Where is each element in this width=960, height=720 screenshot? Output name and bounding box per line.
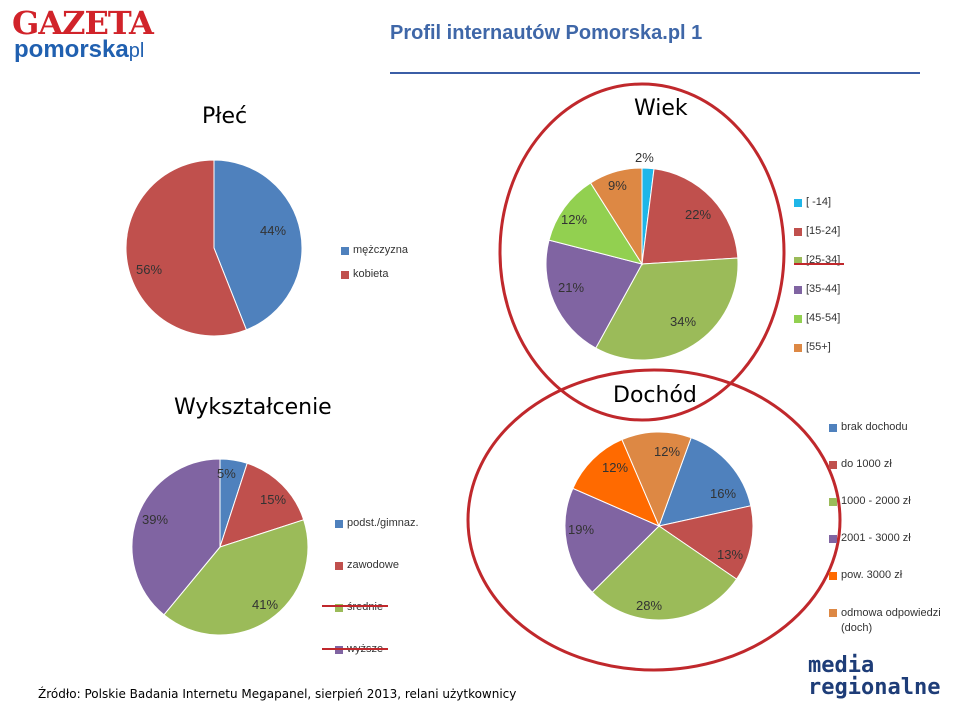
pie-slice-odmowa-odpowiedzi-doch xyxy=(621,431,692,528)
legend-label-35-44: [35-44] xyxy=(806,283,841,295)
legend-swatch-14 xyxy=(794,199,802,207)
annotation-circle-income xyxy=(466,368,842,672)
slice-label-m-czyzna: 44% xyxy=(260,223,287,238)
pie-slice-55 xyxy=(589,167,643,266)
pie-slice-35-44 xyxy=(545,239,643,349)
gazeta-pomorska-logo: GAZETA pomorskapl xyxy=(12,6,172,64)
slice-label-45-54: 12% xyxy=(561,212,588,227)
legend-swatch-15-24 xyxy=(794,228,802,236)
legend-label-15-24: [15-24] xyxy=(806,225,841,237)
logo-media-line-2: regionalne xyxy=(808,675,941,700)
legend-swatch-25-34 xyxy=(794,257,802,265)
legend-label-55: [55+] xyxy=(806,341,831,353)
legend-label-rednie: średnie xyxy=(347,601,384,613)
slice-label-14: 2% xyxy=(635,150,654,165)
logo-pl-text: pl xyxy=(128,40,145,62)
annotation-underline-wyzsze xyxy=(322,648,388,650)
legend-swatch-1000-2000-z xyxy=(829,498,837,506)
pie-slice-1000-2000-z xyxy=(591,525,738,621)
chart-title-gender: Płeć xyxy=(202,104,248,129)
page-title: Profil internautów Pomorska.pl 1 xyxy=(390,22,703,44)
pie-slice-brak-dochodu xyxy=(658,437,752,527)
legend-label-odmowa-odpowiedzi-doch: odmowa odpowiedzi (doch) xyxy=(841,607,941,634)
pie-slice-15-24 xyxy=(641,168,739,265)
annotation-underline-25-34 xyxy=(794,263,844,265)
pie-slice-zawodowe xyxy=(219,462,305,548)
slice-label-2001-3000-z: 19% xyxy=(568,522,595,537)
pie-slice-pow-3000-z xyxy=(572,438,660,527)
pie-income xyxy=(564,431,754,621)
legend-swatch-m-czyzna xyxy=(341,247,349,255)
legend-label-zawodowe: zawodowe xyxy=(347,559,399,571)
legend-swatch-kobieta xyxy=(341,271,349,279)
slice-label-zawodowe: 15% xyxy=(260,492,287,507)
media-regionalne-logo: media regionalne xyxy=(808,653,941,703)
legend-swatch-rednie xyxy=(335,604,343,612)
title-rule xyxy=(390,72,920,74)
annotation-underline-srednie xyxy=(322,605,388,607)
slice-label-wy-sze: 39% xyxy=(142,512,169,527)
slice-label-1000-2000-z: 28% xyxy=(636,598,663,613)
legend-swatch-35-44 xyxy=(794,286,802,294)
pie-gender xyxy=(125,159,303,337)
legend-label-45-54: [45-54] xyxy=(806,312,841,324)
logo-media-line-1: media xyxy=(808,653,875,678)
legend-swatch-brak-dochodu xyxy=(829,424,837,432)
logo-pomorska-word: pomorska xyxy=(14,36,129,63)
legend-label-pow-3000-z: pow. 3000 zł xyxy=(841,569,903,581)
legend-label-14: [ -14] xyxy=(806,196,832,208)
legend-swatch-2001-3000-z xyxy=(829,535,837,543)
chart-title-education: Wykształcenie xyxy=(174,395,332,420)
slice-label-rednie: 41% xyxy=(252,597,279,612)
slice-label-55: 9% xyxy=(608,178,627,193)
pie-slice-rednie xyxy=(163,519,309,636)
slice-label-kobieta: 56% xyxy=(136,262,163,277)
legend-label-do-1000-z: do 1000 zł xyxy=(841,458,892,470)
legend-swatch-podst-gimnaz xyxy=(335,520,343,528)
legend-swatch-do-1000-z xyxy=(829,461,837,469)
pie-slice-2001-3000-z xyxy=(564,487,660,593)
chart-title-income: Dochód xyxy=(613,383,697,408)
slice-label-odmowa-odpowiedzi-doch: 12% xyxy=(654,444,681,459)
slice-label-25-34: 34% xyxy=(670,314,697,329)
logo-gazeta-text: GAZETA xyxy=(12,4,154,42)
logo-pomorska-text: pomorskapl xyxy=(14,38,144,63)
pie-age xyxy=(545,167,739,361)
legend-label-brak-dochodu: brak dochodu xyxy=(841,421,908,433)
legend-swatch-55 xyxy=(794,344,802,352)
slice-label-35-44: 21% xyxy=(558,280,585,295)
pie-slice-kobieta xyxy=(125,159,248,337)
annotation-circle-age xyxy=(498,82,786,422)
pie-slice-45-54 xyxy=(548,182,644,265)
pie-slice-wy-sze xyxy=(131,458,221,616)
pie-slice-do-1000-z xyxy=(657,505,754,580)
legend-swatch-45-54 xyxy=(794,315,802,323)
legend-label-2001-3000-z: 2001 - 3000 zł xyxy=(841,532,911,544)
slice-label-pow-3000-z: 12% xyxy=(602,460,629,475)
slice-label-do-1000-z: 13% xyxy=(717,547,744,562)
slice-label-podst-gimnaz: 5% xyxy=(217,466,236,481)
slice-label-15-24: 22% xyxy=(685,207,712,222)
legend-swatch-wy-sze xyxy=(335,646,343,654)
legend-label-1000-2000-z: 1000 - 2000 zł xyxy=(841,495,911,507)
pie-slice-m-czyzna xyxy=(213,159,303,331)
legend-label-kobieta: kobieta xyxy=(353,268,389,280)
legend-swatch-odmowa-odpowiedzi-doch xyxy=(829,609,837,617)
source-note: Źródło: Polskie Badania Internetu Megapa… xyxy=(38,687,517,701)
legend-swatch-zawodowe xyxy=(335,562,343,570)
legend-swatch-pow-3000-z xyxy=(829,572,837,580)
slice-label-brak-dochodu: 16% xyxy=(710,486,737,501)
legend-label-podst-gimnaz: podst./gimnaz. xyxy=(347,517,419,529)
pie-education xyxy=(131,458,309,636)
legend-label-m-czyzna: mężczyzna xyxy=(353,244,409,256)
chart-title-age: Wiek xyxy=(634,96,688,121)
